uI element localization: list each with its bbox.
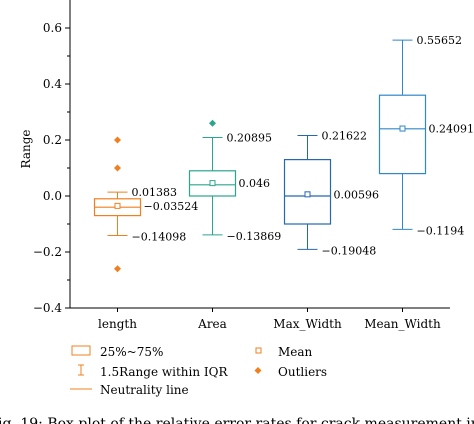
x-axis: length Area Max_Width Mean_Width: [98, 308, 441, 331]
y-axis: −0.4 −0.2 0.0 0.2 0.4 0.6: [33, 21, 70, 315]
outlier-marker: [209, 119, 216, 127]
outlier-marker: [114, 164, 121, 172]
x-tick-label: Area: [197, 317, 227, 331]
y-tick-label: 0.2: [43, 133, 62, 147]
iqr-box: [283, 159, 332, 225]
box-max-width: 0.21622 0.00596 −0.19048: [283, 129, 380, 257]
legend-label: Mean: [278, 345, 313, 359]
iqr-box: [378, 94, 427, 175]
y-tick-label: −0.2: [33, 245, 62, 259]
y-tick-label: −0.4: [33, 301, 63, 315]
outlier-marker: [114, 136, 121, 144]
mean-marker: [304, 191, 311, 198]
iqr-box: [188, 170, 237, 197]
legend-box-swatch: [71, 345, 91, 356]
plot-frame: [69, 0, 450, 309]
whisker-low-label: −0.14098: [132, 230, 187, 243]
mean-label: −0.03524: [144, 200, 199, 213]
whisker-low-label: −0.1194: [417, 224, 465, 237]
outlier-marker: [114, 265, 121, 273]
box-area: 0.20895 0.046 −0.13869: [188, 119, 282, 243]
figure-caption: ig. 19: Box plot of the relative error r…: [0, 416, 474, 424]
legend-diamond-swatch: [254, 367, 262, 374]
legend-item-box: 25%~75%: [71, 345, 163, 359]
y-tick-label: 0.0: [43, 189, 62, 203]
legend-label: 1.5Range within IQR: [100, 365, 228, 379]
whisker-high-label: 0.21622: [322, 129, 368, 142]
mean-label: 0.046: [239, 177, 271, 190]
legend-item-whisker: 1.5Range within IQR: [78, 364, 228, 379]
mean-marker: [399, 125, 406, 132]
legend-item-line: Neutrality line: [70, 383, 189, 397]
whisker-high-label: 0.20895: [227, 131, 273, 144]
x-tick-label: Max_Width: [273, 317, 342, 331]
whisker-low-label: −0.19048: [322, 244, 377, 257]
legend-item-mean-square: Mean: [255, 345, 313, 359]
mean-marker: [209, 180, 216, 187]
legend: 25%~75% 1.5Range within IQR Neutrality lin…: [70, 345, 327, 397]
x-tick-label: length: [98, 317, 137, 331]
legend-label: Outliers: [278, 365, 327, 379]
box-length: 0.01383−0.03524 −0.14098: [93, 136, 199, 273]
mean-label: 0.00596: [334, 188, 380, 201]
legend-item-diamond: Outliers: [254, 365, 327, 379]
whisker-low-label: −0.13869: [227, 230, 282, 243]
box-mean-width: 0.55652 0.24091 −0.1194: [378, 34, 474, 237]
whisker-high-label: 0.01383: [132, 186, 178, 199]
mean-marker: [114, 202, 121, 209]
y-tick-label: 0.6: [43, 21, 62, 35]
whisker-high-label: 0.55652: [417, 34, 463, 47]
y-tick-label: 0.4: [43, 77, 62, 91]
box-series: 0.01383−0.03524 −0.14098 0.20895 0.046 −0.13…: [93, 34, 474, 273]
y-axis-label: Range: [19, 130, 33, 169]
mean-label: 0.24091: [429, 123, 474, 136]
legend-mean-swatch: [255, 347, 262, 354]
legend-label: Neutrality line: [100, 383, 189, 397]
legend-label: 25%~75%: [100, 345, 163, 359]
x-tick-label: Mean_Width: [364, 317, 441, 331]
